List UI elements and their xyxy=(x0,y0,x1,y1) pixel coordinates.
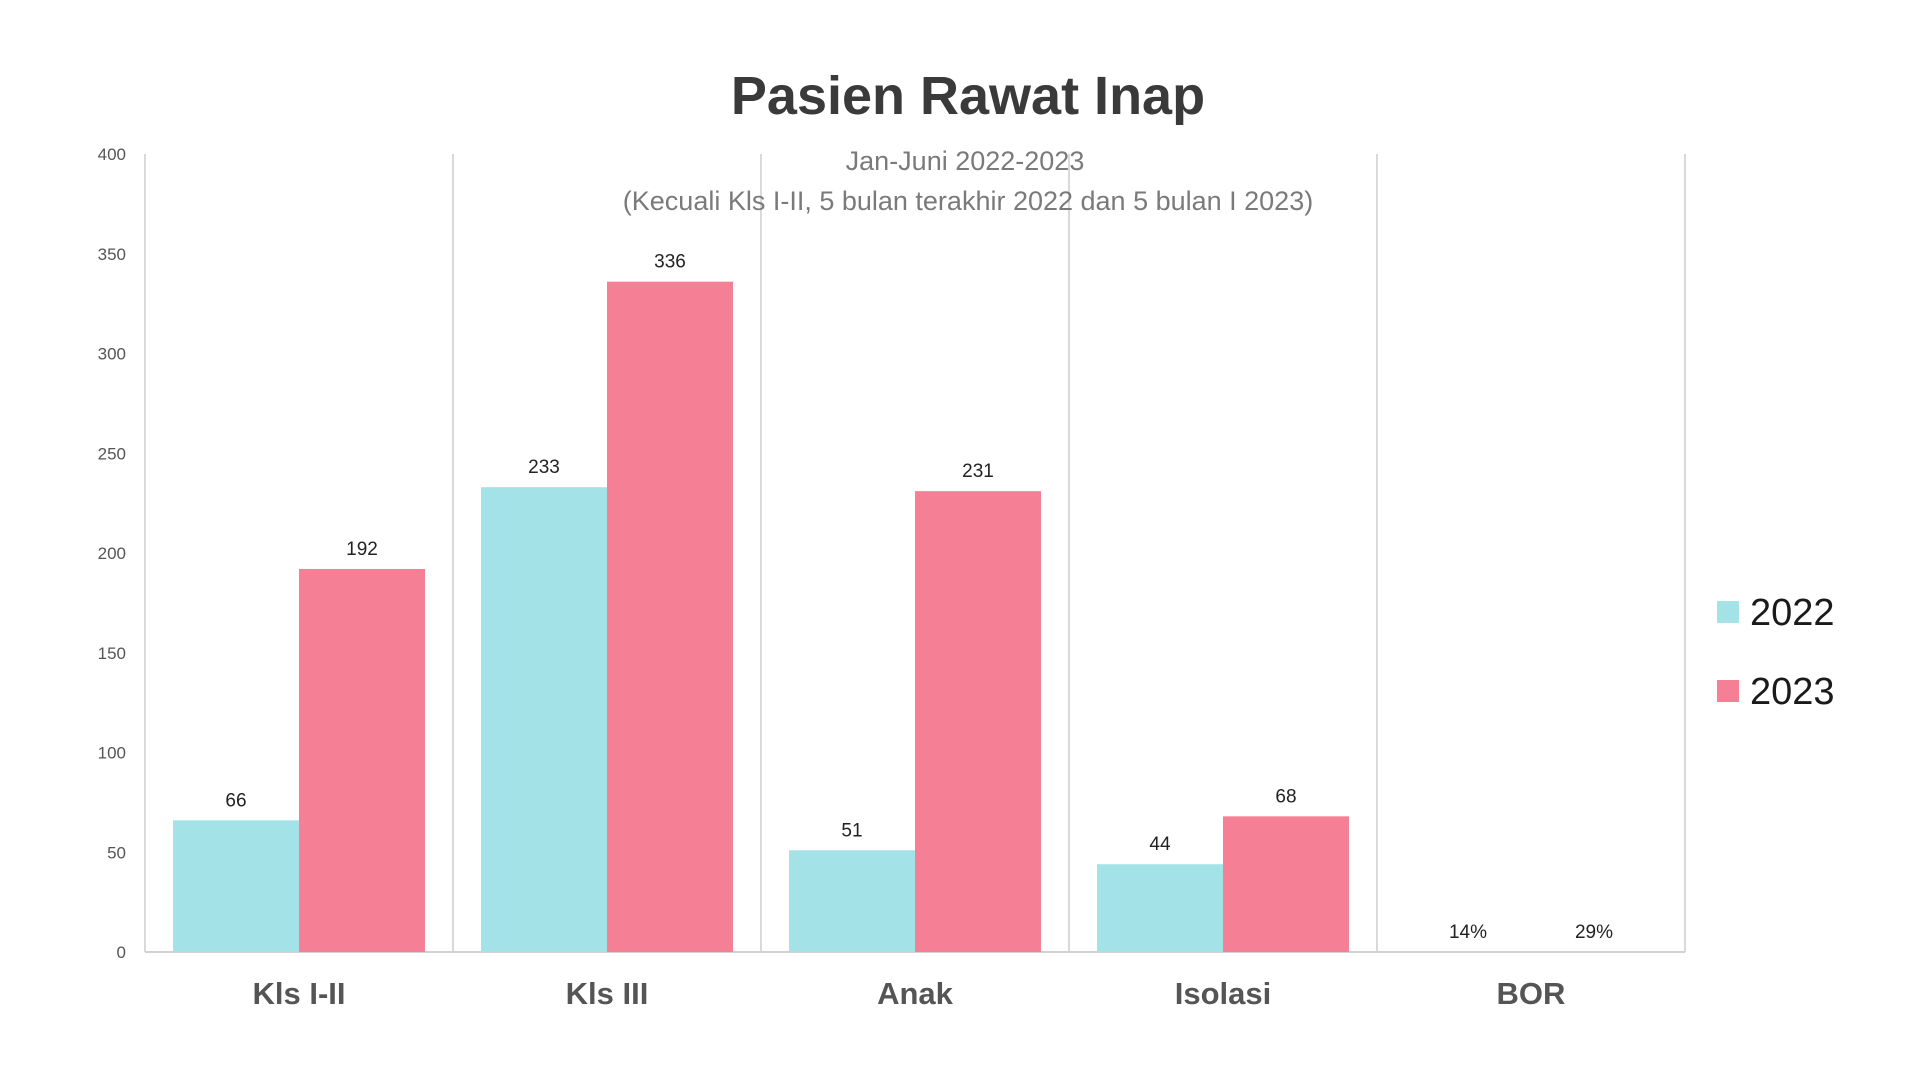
data-label: 231 xyxy=(962,461,994,482)
legend-swatch xyxy=(1717,601,1739,623)
data-label: 14% xyxy=(1449,922,1487,943)
y-tick-label: 100 xyxy=(98,744,126,763)
data-labels: 66 192 233 336 51 231 44 68 14% 29% xyxy=(225,252,1613,943)
y-tick-label: 350 xyxy=(98,245,126,264)
bar-2022 xyxy=(1097,864,1223,952)
y-tick-label: 150 xyxy=(98,644,126,663)
x-category-label: Anak xyxy=(877,976,954,1011)
y-tick-label: 300 xyxy=(98,345,126,364)
chart-subtitle-line-2: (Kecuali Kls I-II, 5 bulan terakhir 2022… xyxy=(623,186,1313,216)
bar-2022 xyxy=(481,487,607,952)
x-category-label: Isolasi xyxy=(1175,976,1272,1011)
chart-subtitle-line-1: Jan-Juni 2022-2023 xyxy=(846,146,1085,176)
data-label: 233 xyxy=(528,457,560,478)
data-label: 51 xyxy=(841,820,862,841)
y-tick-label: 400 xyxy=(98,145,126,164)
y-tick-label: 50 xyxy=(107,843,126,862)
legend-swatch xyxy=(1717,680,1739,702)
y-tick-label: 250 xyxy=(98,444,126,463)
legend: 2022 2023 xyxy=(1717,592,1835,713)
data-label: 29% xyxy=(1575,922,1613,943)
x-category-label: Kls I-II xyxy=(252,976,345,1011)
bar-2023 xyxy=(299,568,425,952)
chart-title: Pasien Rawat Inap xyxy=(731,66,1205,126)
bars xyxy=(173,281,1349,952)
y-tick-label: 200 xyxy=(98,544,126,563)
data-label: 68 xyxy=(1275,786,1296,807)
bar-2022 xyxy=(789,850,915,952)
data-label: 44 xyxy=(1149,834,1171,855)
y-axis-ticks: 0 50 100 150 200 250 300 350 400 xyxy=(98,145,126,962)
x-category-label: Kls III xyxy=(566,976,649,1011)
data-label: 192 xyxy=(346,539,378,560)
x-axis-categories: Kls I-II Kls III Anak Isolasi BOR xyxy=(252,976,1565,1011)
legend-label: 2023 xyxy=(1750,671,1835,713)
y-tick-label: 0 xyxy=(117,943,126,962)
data-label: 336 xyxy=(654,252,686,273)
legend-label: 2022 xyxy=(1750,592,1835,634)
data-label: 66 xyxy=(225,790,246,811)
bar-2023 xyxy=(1223,816,1349,952)
bar-2023 xyxy=(607,281,733,952)
bar-2023 xyxy=(915,491,1041,952)
bar-2022 xyxy=(173,820,299,952)
x-category-label: BOR xyxy=(1497,976,1566,1011)
